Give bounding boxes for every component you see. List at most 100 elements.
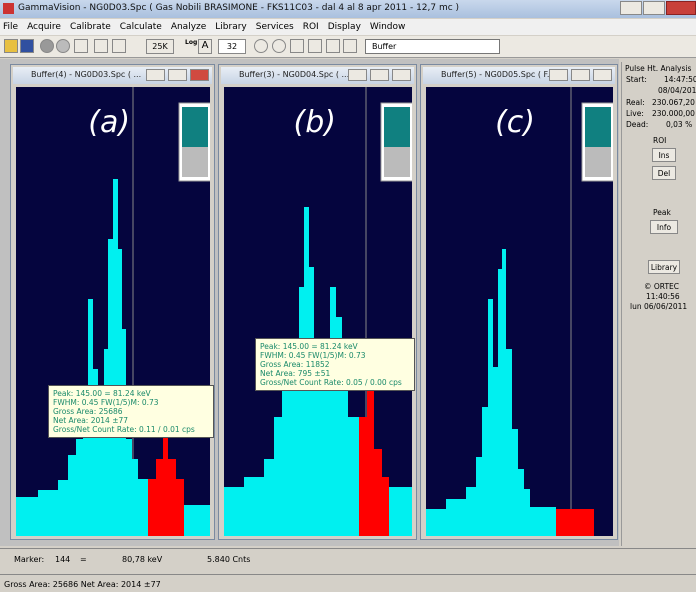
panel-heading: Pulse Ht. Analysis <box>625 64 692 73</box>
status-text: Gross Area: 25686 Net Area: 2014 ±77 <box>4 580 161 589</box>
menu-item[interactable]: Analyze <box>170 22 207 32</box>
close-button[interactable] <box>666 1 696 15</box>
start-time: 14:47:50 <box>664 75 696 84</box>
roi-counts <box>359 369 389 536</box>
tooltip-line: Gross/Net Count Rate: 0.05 / 0.00 cps <box>260 378 402 387</box>
minimize-button[interactable] <box>146 69 165 81</box>
status-bar: Gross Area: 25686 Net Area: 2014 ±77 <box>0 574 696 592</box>
menu-bar: File Acquire Calibrate Calculate Analyze Libr… <box>0 19 696 35</box>
start-label: Start: <box>626 75 647 84</box>
sum-button[interactable] <box>343 39 357 53</box>
marker-bar: Marker: 144 = 80,78 keV 5.840 Cnts <box>0 548 696 570</box>
overview-teal <box>182 107 208 147</box>
overview-teal <box>585 107 611 147</box>
side-panel: Pulse Ht. Analysis Start: 14:47:50 08/04… <box>621 62 696 546</box>
minimize-button[interactable] <box>620 1 642 15</box>
zoom-button[interactable]: 25K <box>146 39 174 54</box>
copyright: © ORTEC <box>644 282 680 291</box>
tool-button[interactable] <box>112 39 126 53</box>
menu-item[interactable]: Window <box>369 22 406 32</box>
maximize-button[interactable] <box>168 69 187 81</box>
open-button[interactable] <box>4 39 18 53</box>
save-button[interactable] <box>20 39 34 53</box>
ins-button[interactable]: Ins <box>652 148 676 162</box>
tooltip-line: Peak: 145.00 = 81.24 keV <box>53 389 151 398</box>
tooltip-line: FWHM: 0.45 FW(1/5)M: 0.73 <box>53 398 159 407</box>
close-button[interactable] <box>593 69 612 81</box>
maximize-button[interactable] <box>571 69 590 81</box>
menu-item[interactable]: Calibrate <box>69 22 111 32</box>
maximize-button[interactable] <box>643 1 665 15</box>
overview-gray <box>585 147 611 177</box>
spectrum-window: Buffer(3) - NG0D04.Spc ( ... (b) <box>218 64 417 540</box>
zoom-in-button[interactable] <box>254 39 268 53</box>
peak-heading: Peak <box>653 208 671 217</box>
marker-equals: = <box>80 555 87 564</box>
spectrum-counts <box>16 179 210 536</box>
tooltip-line: FWHM: 0.45 FW(1/5)M: 0.73 <box>260 351 366 360</box>
log-label: Log <box>185 39 198 46</box>
spectrum-window: Buffer(4) - NG0D03.Spc ( ... (a) <box>10 64 215 540</box>
info-button[interactable]: Info <box>650 220 678 234</box>
tool-button[interactable] <box>74 39 88 53</box>
toolbar: 25K Log A 32 Buffer <box>0 36 696 58</box>
overview-gray <box>384 147 410 177</box>
maximize-button[interactable] <box>370 69 389 81</box>
channels-field[interactable]: 32 <box>218 39 246 54</box>
menu-item[interactable]: Acquire <box>27 22 61 32</box>
window-title: GammaVision - NG0D03.Spc ( Gas Nobili BR… <box>18 3 460 13</box>
marker-counts: 5.840 Cnts <box>207 555 251 564</box>
roi-counts <box>148 419 184 536</box>
menu-item[interactable]: ROI <box>302 22 319 32</box>
window-label: (a) <box>88 105 131 140</box>
tooltip-line: Net Area: 795 ±51 <box>260 369 331 378</box>
tool-button[interactable] <box>308 39 322 53</box>
menu-item[interactable]: Calculate <box>119 22 162 32</box>
del-button[interactable]: Del <box>652 166 676 180</box>
spectrum-counts <box>426 249 556 536</box>
menu-item[interactable]: Services <box>255 22 294 32</box>
window-label: (c) <box>495 105 535 140</box>
spectrum <box>16 87 210 536</box>
real-label: Real: <box>626 98 645 107</box>
tooltip-line: Gross/Net Count Rate: 0.11 / 0.01 cps <box>53 425 195 434</box>
tooltip-line: Peak: 145.00 = 81.24 keV <box>260 342 358 351</box>
log-button[interactable]: A <box>198 39 212 54</box>
marker-channel: 144 <box>55 555 71 564</box>
dead-time: 0,03 % <box>666 120 693 129</box>
spectrum-plot: (a) <box>16 87 210 536</box>
clock: 11:40:56 <box>646 292 680 301</box>
library-button[interactable]: Library <box>648 260 680 274</box>
tool-button[interactable] <box>94 39 108 53</box>
spectrum <box>224 87 412 536</box>
start-button[interactable] <box>40 39 54 53</box>
peak-info-tooltip: Peak: 145.00 = 81.24 keV FWHM: 0.45 FW(1/… <box>255 338 415 391</box>
start-date: 08/04/2011 <box>658 86 696 95</box>
spectrum-plot: (c) <box>426 87 613 536</box>
tooltip-line: Gross Area: 25686 <box>53 407 123 416</box>
window-label: (b) <box>293 105 336 140</box>
minimize-button[interactable] <box>348 69 367 81</box>
close-button[interactable] <box>392 69 411 81</box>
spectrum-window: Buffer(5) - NG0D05.Spc ( F... (c) <box>420 64 618 540</box>
roi-heading: ROI <box>653 136 667 145</box>
overview-teal <box>384 107 410 147</box>
dead-label: Dead: <box>626 120 649 129</box>
zoom-out-button[interactable] <box>272 39 286 53</box>
menu-item[interactable]: Library <box>215 22 247 32</box>
marker-label: Marker: <box>14 555 45 564</box>
minimize-button[interactable] <box>549 69 568 81</box>
peak-info-tooltip: Peak: 145.00 = 81.24 keV FWHM: 0.45 FW(1/… <box>48 385 214 438</box>
menu-item[interactable]: Display <box>327 22 361 32</box>
close-button[interactable] <box>190 69 209 81</box>
tool-button[interactable] <box>326 39 340 53</box>
stop-button[interactable] <box>56 39 70 53</box>
center-button[interactable] <box>290 39 304 53</box>
buffer-dropdown[interactable]: Buffer <box>365 39 500 54</box>
marker-energy: 80,78 keV <box>122 555 163 564</box>
menu-item[interactable]: File <box>3 22 19 32</box>
title-bar: GammaVision - NG0D03.Spc ( Gas Nobili BR… <box>0 0 696 18</box>
spectrum <box>426 87 613 536</box>
roi-counts <box>556 509 594 536</box>
